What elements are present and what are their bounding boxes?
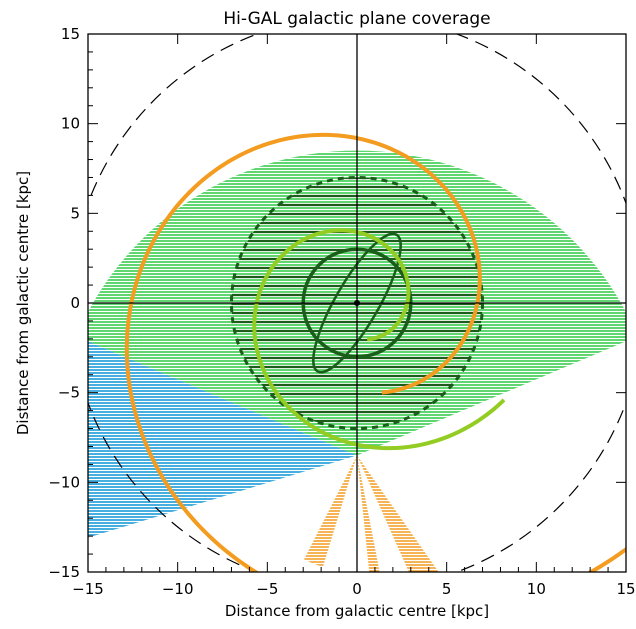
x-tick-label: 15: [616, 580, 635, 598]
x-tick-label: 0: [352, 580, 362, 598]
x-axis-label: Distance from galactic centre [kpc]: [225, 602, 489, 620]
y-tick-label: 15: [61, 25, 80, 43]
y-tick-label: 0: [70, 294, 80, 312]
y-axis-label: Distance from galactic centre [kpc]: [14, 171, 32, 435]
spiral-arm-1: [252, 228, 506, 451]
y-tick-label: 5: [70, 204, 80, 222]
x-tick-label: 5: [442, 580, 452, 598]
x-tick-label: 10: [527, 580, 546, 598]
chart-title: Hi-GAL galactic plane coverage: [223, 9, 490, 29]
plot-area: [88, 34, 626, 572]
galactic-centre-marker: [354, 300, 360, 306]
galactic-bar-ellipse: [312, 232, 402, 374]
y-tick-label: 10: [61, 115, 80, 133]
x-tick-label: −5: [256, 580, 278, 598]
x-tick-label: −15: [72, 580, 104, 598]
y-tick-label: −10: [48, 473, 80, 491]
spiral-arm-0: [124, 132, 626, 572]
axes: −15 −10 −5 0 5 10 15 −15 −10 −5 0 5 10 15: [48, 25, 635, 598]
x-tick-label: −10: [162, 580, 194, 598]
y-tick-label: −5: [58, 384, 80, 402]
y-tick-label: −15: [48, 563, 80, 581]
